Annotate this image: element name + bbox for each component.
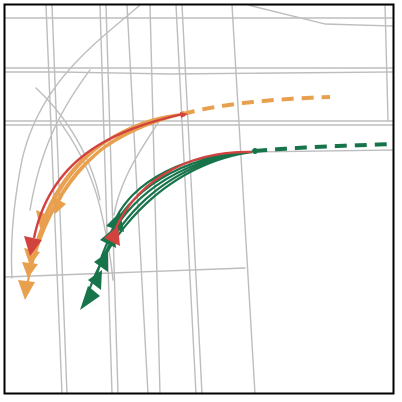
road-line [99,4,113,395]
agent-green-current-position [252,148,258,154]
agent-orange-ground-truth [32,112,184,239]
road-line [4,71,393,75]
road-curve [35,87,101,201]
agent-green-history [254,142,393,153]
arrowhead-icon [24,248,40,266]
road-line [4,267,246,278]
arrowhead-icon [22,262,38,278]
agent-orange-current-marker [180,112,188,118]
agent-green [80,142,393,310]
road-curve [113,119,161,216]
road-curve [59,121,114,281]
road-line [149,4,161,395]
agent-green-prediction-arrows [80,212,124,310]
map-border [3,3,395,395]
arrowhead-icon [24,236,42,256]
road-line [105,4,119,395]
arrowhead-icon [52,196,66,214]
arrowhead-icon [80,286,100,310]
road-network [4,4,393,395]
road-line [175,4,197,395]
arrowhead-icon [88,270,102,290]
agent-green-ground-truth [110,150,253,239]
road-line [247,4,393,27]
arrowhead-icon [104,226,120,246]
road-line [384,4,389,121]
road-line [231,4,256,395]
road-curve [10,4,141,279]
arrowhead-icon [94,252,108,272]
arrowhead-icon [18,280,35,300]
agent-orange-history [182,95,331,116]
agent-green-prediction [84,150,253,301]
road-curve [29,69,91,211]
arrowhead-icon [106,212,124,232]
road-line [251,149,393,153]
road-line [181,4,203,395]
agent-orange [18,95,331,300]
